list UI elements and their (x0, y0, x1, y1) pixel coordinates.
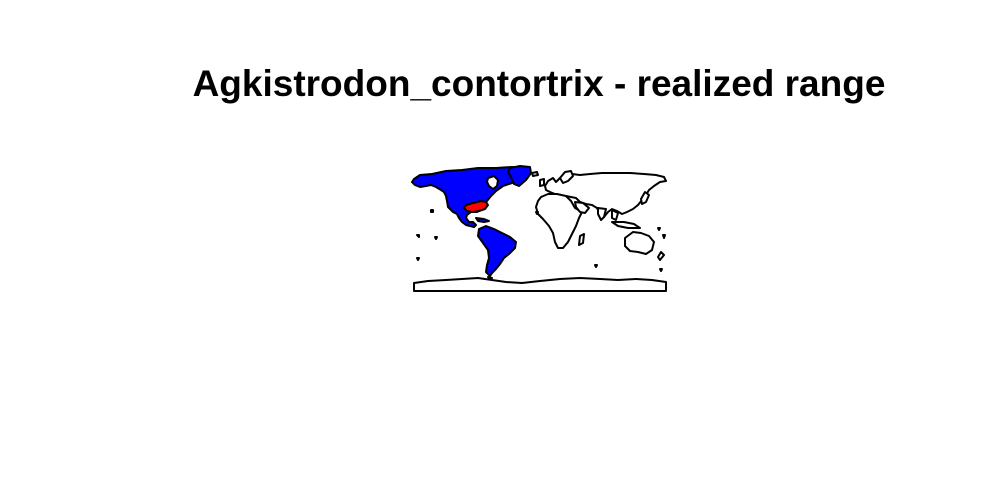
madagascar (578, 233, 585, 246)
realized-range-area (463, 200, 489, 213)
indonesia (611, 221, 641, 229)
other-landmasses (413, 170, 667, 292)
africa (535, 193, 583, 249)
small-island (416, 257, 420, 261)
southeast-asia (611, 209, 619, 221)
scandinavia (559, 170, 574, 184)
australia (624, 231, 655, 255)
small-island (434, 236, 438, 240)
antarctica (413, 277, 667, 292)
map-title: Agkistrodon_contortrix - realized range (192, 63, 886, 104)
british-isles (539, 178, 545, 187)
greenland (507, 165, 532, 187)
small-island (594, 264, 598, 268)
south-america (477, 225, 517, 277)
small-island (416, 234, 420, 238)
americas-landmass (411, 165, 532, 281)
small-island (430, 209, 434, 213)
eurasia (544, 172, 667, 218)
iceland (531, 171, 539, 177)
hudson-bay (486, 175, 499, 190)
small-island (535, 211, 539, 215)
japan (640, 191, 650, 205)
indian-subcontinent (597, 207, 607, 221)
new-zealand (657, 251, 665, 261)
small-island (659, 268, 663, 272)
caribbean-islands (475, 217, 490, 223)
arabian-peninsula (574, 201, 590, 214)
small-island (657, 227, 661, 231)
small-island (662, 234, 666, 239)
